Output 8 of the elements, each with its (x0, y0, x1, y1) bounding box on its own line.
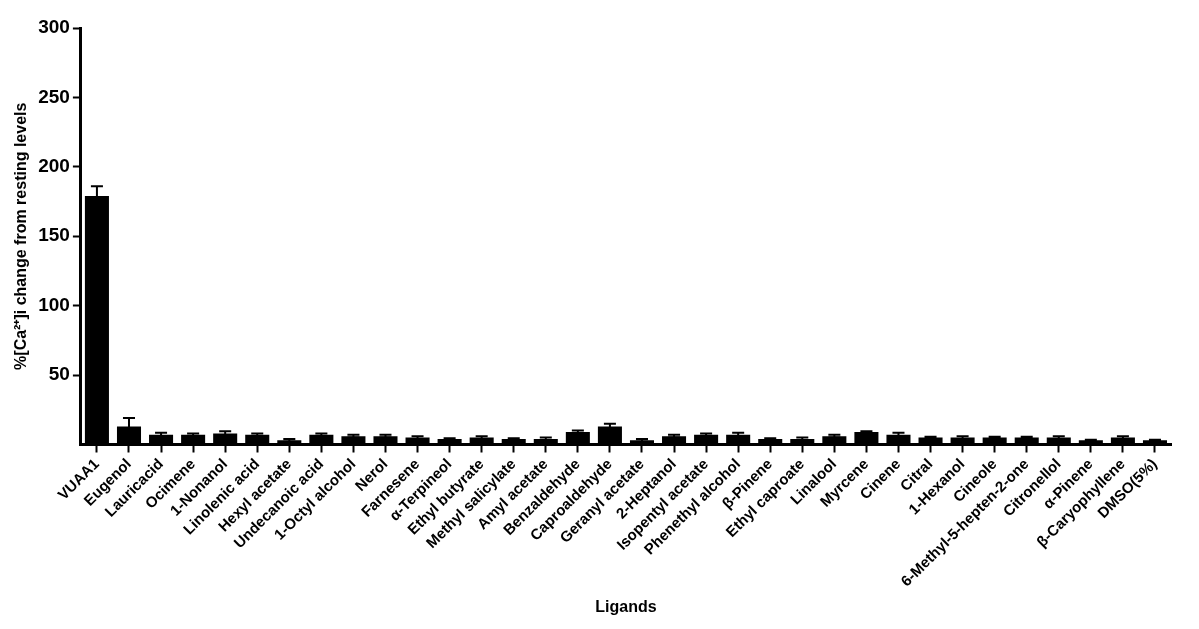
y-tick-label: 100 (38, 293, 70, 315)
y-tick-label: 150 (38, 224, 70, 246)
y-axis-title: %[Ca²⁺]i change from resting levels (12, 102, 30, 370)
y-tick-label: 250 (38, 85, 70, 107)
y-tick-label: 200 (38, 155, 70, 177)
y-tick-label: 300 (38, 16, 70, 38)
y-tick-label: 50 (48, 363, 70, 385)
x-axis-title: Ligands (595, 597, 657, 615)
